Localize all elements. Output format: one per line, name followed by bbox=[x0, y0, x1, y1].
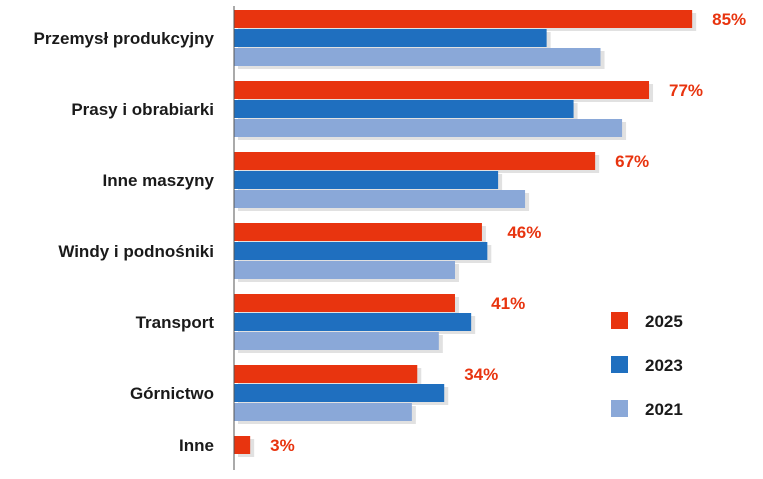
bar-2025-inne-maszyny bbox=[234, 152, 596, 170]
value-label-2025-przemysl-produkcyjny: 85% bbox=[712, 10, 746, 29]
bar-2025-inne bbox=[234, 436, 251, 454]
category-label-przemysl-produkcyjny: Przemysł produkcyjny bbox=[34, 29, 215, 48]
legend-swatch-2021 bbox=[611, 400, 628, 417]
bar-2023-inne-maszyny bbox=[234, 171, 499, 189]
bar-2021-prasy-i-obrabiarki bbox=[234, 119, 623, 137]
bar-2025-prasy-i-obrabiarki bbox=[234, 81, 650, 99]
bar-2021-transport bbox=[234, 332, 439, 350]
bar-2025-transport bbox=[234, 294, 455, 312]
category-labels: Przemysł produkcyjny Prasy i obrabiarki In… bbox=[34, 29, 215, 455]
bar-2023-windy-i-podnosniki bbox=[234, 242, 488, 260]
bar-2021-windy-i-podnosniki bbox=[234, 261, 455, 279]
bar-2021-inne-maszyny bbox=[234, 190, 526, 208]
legend-swatch-2023 bbox=[611, 356, 628, 373]
bar-2021-gornictwo bbox=[234, 403, 412, 421]
bar-2023-gornictwo bbox=[234, 384, 445, 402]
legend-label-2023: 2023 bbox=[645, 356, 683, 375]
bars-group bbox=[234, 10, 697, 457]
bar-2023-prasy-i-obrabiarki bbox=[234, 100, 574, 118]
legend: 2025 2023 2021 bbox=[611, 312, 683, 419]
bar-2021-przemysl-produkcyjny bbox=[234, 48, 601, 66]
category-label-gornictwo: Górnictwo bbox=[130, 384, 214, 403]
bar-2025-gornictwo bbox=[234, 365, 418, 383]
legend-label-2021: 2021 bbox=[645, 400, 683, 419]
value-label-2025-inne-maszyny: 67% bbox=[615, 152, 649, 171]
category-label-transport: Transport bbox=[136, 313, 215, 332]
value-label-2025-inne: 3% bbox=[270, 436, 295, 455]
category-label-prasy-i-obrabiarki: Prasy i obrabiarki bbox=[71, 100, 214, 119]
bar-2025-windy-i-podnosniki bbox=[234, 223, 482, 241]
legend-label-2025: 2025 bbox=[645, 312, 683, 331]
category-label-inne: Inne bbox=[179, 436, 214, 455]
category-label-windy-i-podnosniki: Windy i podnośniki bbox=[58, 242, 214, 261]
category-label-inne-maszyny: Inne maszyny bbox=[103, 171, 215, 190]
value-label-2025-prasy-i-obrabiarki: 77% bbox=[669, 81, 703, 100]
value-label-2025-windy-i-podnosniki: 46% bbox=[507, 223, 541, 242]
bar-2023-transport bbox=[234, 313, 472, 331]
bar-2023-przemysl-produkcyjny bbox=[234, 29, 547, 47]
bar-2025-przemysl-produkcyjny bbox=[234, 10, 693, 28]
value-label-2025-gornictwo: 34% bbox=[464, 365, 498, 384]
legend-swatch-2025 bbox=[611, 312, 628, 329]
value-labels: 85% 77% 67% 46% 41% 34% 3% bbox=[270, 10, 746, 455]
value-label-2025-transport: 41% bbox=[491, 294, 525, 313]
